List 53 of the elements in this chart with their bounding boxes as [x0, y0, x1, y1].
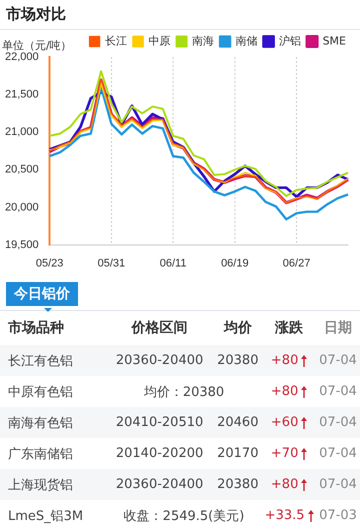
- text: +80: [270, 384, 298, 399]
- category-label: 均价: [222, 319, 253, 337]
- text: 20360-20400: [116, 353, 204, 368]
- x-tick-label: 05/23: [36, 257, 64, 270]
- text: 20410-20510: [116, 415, 204, 430]
- y-tick-label: 20,500: [4, 164, 39, 176]
- x-tick-label: 06/19: [221, 257, 249, 270]
- text: 今日铝价: [6, 282, 78, 306]
- text: 07-04: [319, 353, 357, 368]
- category-label: 价格区间: [130, 319, 189, 337]
- category-label: 上海现货铝: [8, 478, 73, 492]
- text: 20380: [217, 477, 258, 492]
- x-tick-label: 06/27: [282, 257, 310, 270]
- category-label: 广东南储铝: [8, 446, 73, 462]
- text: 20140-20200: [116, 446, 204, 461]
- y-tick-label: 20,000: [4, 201, 39, 214]
- text: 20360-20400: [116, 477, 204, 492]
- category-label: 日期: [323, 319, 354, 337]
- x-tick-label: 06/11: [160, 257, 186, 270]
- legend-label: 沪铝: [279, 34, 302, 48]
- legend-label: 南海: [192, 34, 214, 48]
- category-label: 南海有色铝: [8, 416, 73, 430]
- y-tick-label: 21,500: [4, 88, 39, 101]
- text: 20380: [217, 353, 258, 368]
- text: 20170: [217, 446, 258, 461]
- text: +33.5: [264, 508, 305, 523]
- text: 07-04: [319, 477, 357, 492]
- category-label: 中原有色铝: [8, 384, 73, 400]
- text: +60: [270, 415, 298, 430]
- y-tick-label: 19,500: [4, 238, 39, 251]
- text: +80: [270, 477, 298, 492]
- y-tick-label: 22,000: [4, 51, 39, 64]
- legend-label: SME: [322, 34, 346, 48]
- text: 收盘：2549.5(美元): [124, 508, 244, 524]
- text: 均价：20380: [144, 384, 224, 400]
- x-tick-label: 05/31: [98, 257, 126, 270]
- text: 07-04: [319, 415, 357, 430]
- text: 07-04: [319, 446, 357, 461]
- text: +70: [270, 446, 298, 461]
- chart-title: 市场对比: [0, 0, 360, 30]
- category-label: 市场品种: [7, 319, 65, 337]
- legend-label: 南储: [236, 34, 258, 48]
- legend-label: 长江: [105, 34, 128, 48]
- y-tick-label: 21,000: [4, 126, 39, 138]
- category-label: LmeS_铝3M: [8, 508, 84, 524]
- legend-label: 中原: [148, 34, 171, 48]
- text: 20460: [217, 415, 258, 430]
- category-label: 涨跌: [274, 319, 304, 337]
- category-label: 长江有色铝: [8, 354, 73, 368]
- text: +80: [270, 353, 298, 368]
- y-axis-title: 单位（元/吨）: [2, 38, 72, 52]
- text: 07-03: [319, 508, 357, 523]
- text: 07-04: [319, 384, 357, 399]
